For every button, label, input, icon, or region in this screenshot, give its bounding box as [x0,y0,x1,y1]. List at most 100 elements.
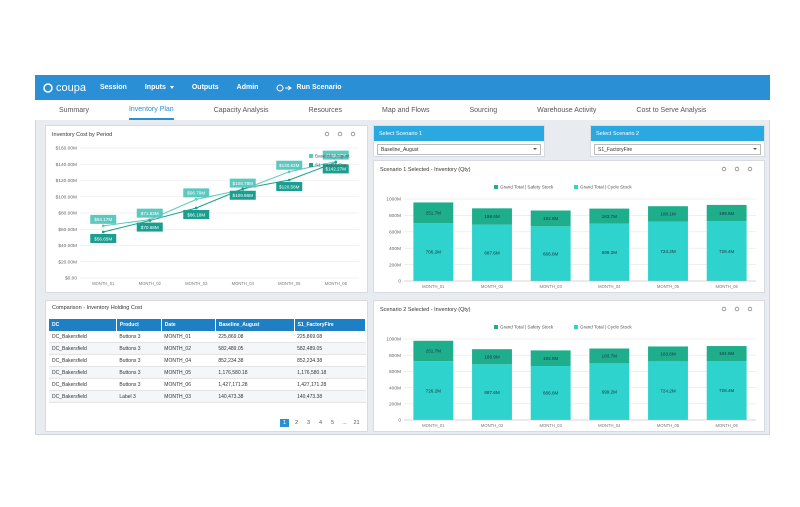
header-icon[interactable] [721,166,727,172]
bar-segment [472,224,512,281]
tab[interactable]: Summary [59,106,89,114]
run-scenario[interactable]: Run Scenario [276,84,342,92]
table-title: Comparison - Inventory Holding Cost [52,305,143,311]
bar-segment [648,361,688,420]
table-row: DC_Bakersfield Buttons 3 MONTH_02 582,489.0… [49,342,366,355]
value-label: 728.4M [719,249,734,254]
series-line [103,161,336,233]
tab[interactable]: Cost to Serve Analysis [636,106,707,114]
chart: Scenario 1 Selected - Inventory (Qty) 0 20… [380,166,756,289]
column-header: Baseline_August [215,319,295,331]
legend-label: Grand Total | Cycle Stock [580,325,632,330]
series-line [103,161,336,227]
selector-dropdown[interactable]: Baseline_August [377,144,541,155]
value-label-box [136,208,163,218]
value-label: $70.68M [141,225,159,230]
header-icon[interactable] [337,131,343,137]
tab[interactable]: Resources [308,106,343,114]
value-label: 186.9M [484,354,499,359]
page-button[interactable]: 2 [294,420,299,426]
page-button[interactable]: 1 [280,419,289,427]
selector-title: Select Scenario 2 [596,130,640,137]
header-icon[interactable] [734,306,740,312]
value-label: 251.7M [426,349,441,354]
page-button[interactable]: 5 [330,420,335,426]
nav-label: Session [99,84,127,91]
x-tick-label: MONTH_01 [92,281,115,286]
value-label-box [90,214,117,224]
point [334,161,338,164]
column-header: Date [161,319,216,331]
value-label: 699.2M [602,389,617,394]
value-label: 184.6M [719,351,734,356]
x-tick-label: MONTH_05 [657,423,680,428]
legend-swatch [309,154,313,158]
header-icon[interactable] [350,131,356,137]
tab[interactable]: Map and Flows [382,106,430,114]
bar-segment [648,221,688,281]
y-tick-label: 400M [389,385,401,391]
tab[interactable]: Warehouse Activity [537,106,597,114]
table-row: DC_Bakersfield Buttons 3 MONTH_06 1,427,171… [49,378,366,391]
header-icon[interactable] [721,306,727,312]
table-cell: DC_Bakersfield [49,354,117,367]
nav-bar: coupa Session Inputs Outputs Admin Run Scen… [35,75,770,100]
table-cell: 1,176,580.18 [215,366,295,379]
value-label-box [136,222,163,232]
header-icon[interactable] [324,131,330,137]
value-label-box [229,178,256,188]
point [194,198,198,201]
y-tick-label: 600M [389,230,401,236]
table-row: DC_Bakersfield Label 3 MONTH_03 140,473.38 1… [49,390,366,403]
page-button[interactable]: 21 [353,420,360,426]
page-button[interactable]: 4 [318,420,323,426]
header-icon[interactable] [734,166,740,172]
y-tick-label: $60.00M [58,227,77,233]
header-row: DC Product Date Baseline_August S1_FactoryFi… [49,319,367,331]
value-label: 699.2M [602,250,617,255]
y-tick-label: $0.00 [65,276,77,282]
table-cell: 1,427,171.28 [215,378,295,391]
value-label: $96.79M [187,191,205,196]
nav-item[interactable]: Inputs [145,84,174,91]
y-tick-label: $140.00M [56,162,77,168]
selector-dropdown[interactable]: S1_FactoryFire [594,144,761,155]
y-tick-label: $80.00M [58,211,77,217]
page-button[interactable]: ... [342,420,347,426]
data-table: DC Product Date Baseline_August S1_FactoryFi… [49,319,367,403]
value-label: $71.83M [141,211,159,216]
header-icon[interactable] [747,306,753,312]
table-panel: Comparison - Inventory Holding Cost DC Pr… [45,300,368,432]
tab[interactable]: Capacity Analysis [213,106,269,114]
page-button[interactable]: 3 [306,420,311,426]
value-label-box [322,164,349,174]
value-label: 666.8M [543,251,558,256]
nav-label: Outputs [191,84,219,91]
x-tick-label: MONTH_06 [715,284,738,289]
selector-panel: Select Scenario 1 Baseline_August [373,125,545,157]
bar-segment [706,221,747,281]
nav-item[interactable]: Admin [237,84,259,91]
nav-label: Admin [236,84,259,91]
table-cell: Buttons 3 [116,342,162,355]
run-label: Run Scenario [296,84,342,91]
nav-item[interactable]: Session [100,84,127,91]
value-label-box [276,182,303,192]
y-tick-label: $160.00M [56,146,77,152]
logo[interactable]: coupa [43,82,86,94]
legend-swatch [574,185,578,189]
table-cell: 582,489.05 [294,342,366,355]
table-row: DC_Bakersfield Buttons 3 MONTH_01 225,869.0… [49,331,366,343]
nav-item[interactable]: Outputs [192,84,219,91]
header-icon[interactable] [747,166,753,172]
chart: Scenario 2 Selected - Inventory (Qty) 0 20… [380,306,756,428]
value-label: $108.78M [233,181,254,186]
value-label: 199.6M [719,211,734,216]
value-label: 192.8M [543,356,558,361]
tab[interactable]: Sourcing [469,106,498,114]
table-cell: MONTH_02 [161,342,216,355]
value-label-box [183,188,210,198]
value-label: 724.2M [660,249,675,254]
value-label: $64.17M [94,217,112,222]
tab[interactable]: Inventory Plan [128,101,174,120]
